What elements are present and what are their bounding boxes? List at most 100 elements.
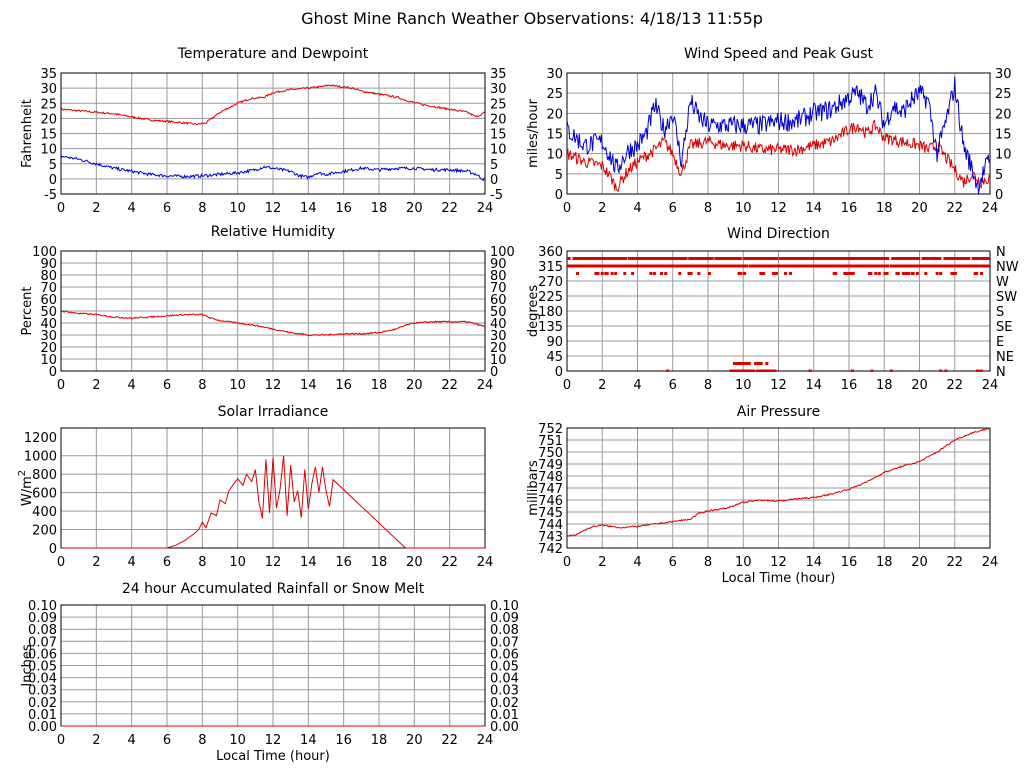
wind-direction-point: [915, 272, 919, 275]
x-tick-label: 22: [946, 378, 963, 393]
wind-direction-point: [910, 257, 914, 260]
compass-label: E: [996, 335, 1004, 350]
wind-direction-point: [600, 257, 604, 260]
x-tick-label: 2: [92, 201, 100, 216]
x-tick-label: 10: [735, 378, 752, 393]
y-tick-label-right: 0: [490, 173, 498, 188]
y-tick-label-right: 40: [490, 317, 507, 332]
x-tick-label: 4: [633, 378, 641, 393]
y-tick-label-right: 0.04: [490, 672, 519, 687]
y-tick-label-right: 0.08: [490, 623, 519, 638]
wind-direction-point: [911, 264, 915, 268]
y-tick-label: 1200: [24, 431, 57, 446]
y-tick-label: 30: [40, 82, 57, 97]
y-tick-label-right: 60: [490, 293, 507, 308]
wind-direction-point: [965, 264, 969, 268]
wind-direction-point: [907, 272, 911, 275]
y-tick-label: 750: [538, 446, 563, 461]
y-tick-label: 25: [40, 97, 57, 112]
y-axis-label: degrees: [526, 285, 541, 338]
plot-frame: [60, 427, 486, 549]
wind-direction-point: [596, 272, 600, 275]
wind-direction-point: [765, 257, 769, 260]
wind-direction-point: [939, 272, 943, 275]
wind-direction-point: [585, 264, 589, 268]
y-tick-label: 0: [555, 365, 563, 380]
wind-direction-point: [987, 257, 990, 260]
x-tick-label: 18: [371, 378, 388, 393]
wind-direction-point: [984, 264, 988, 268]
wind-direction-point: [760, 264, 764, 268]
x-tick-label: 10: [229, 733, 246, 748]
wind-direction-point: [762, 272, 766, 275]
x-tick-label: 24: [477, 555, 494, 570]
x-tick-label: 10: [229, 201, 246, 216]
x-tick-label: 20: [406, 201, 423, 216]
wind-direction-point: [751, 369, 755, 372]
x-tick-label: 2: [92, 733, 100, 748]
y-tick-label-right: 30: [490, 329, 507, 344]
y-axis-label: millibars: [526, 460, 541, 516]
wind-direction-point: [648, 257, 652, 260]
wind-direction-point: [911, 272, 915, 275]
x-tick-label: 2: [598, 201, 606, 216]
wind-direction-point: [975, 272, 979, 275]
wind-direction-point: [874, 257, 878, 260]
y-tick-label: 60: [40, 293, 57, 308]
x-tick-label: 8: [198, 201, 206, 216]
wind-direction-point: [793, 257, 797, 260]
y-tick-label-right: 0.00: [490, 720, 519, 735]
x-tick-label: 14: [805, 378, 822, 393]
wind-direction-point: [759, 362, 763, 365]
wind-direction-point: [736, 257, 740, 260]
y-tick-label: 0: [49, 365, 57, 380]
wind-direction-point: [765, 362, 769, 365]
wind-direction-point: [707, 272, 711, 275]
x-tick-label: 6: [163, 733, 171, 748]
x-tick-label: 6: [163, 378, 171, 393]
wind-direction-point: [880, 257, 884, 260]
x-tick-label: 22: [946, 201, 963, 216]
y-tick-label-right: 0.03: [490, 684, 519, 699]
x-tick-label: 4: [128, 378, 136, 393]
wind-direction-point: [651, 257, 655, 260]
x-tick-label: 16: [335, 555, 352, 570]
wind-direction-point: [729, 264, 733, 268]
y-tick-label: 746: [538, 494, 563, 509]
wind-direction-point: [614, 272, 618, 275]
x-tick-label: 2: [598, 555, 606, 570]
y-tick-label: 0.01: [28, 708, 57, 723]
x-tick-label: 6: [163, 201, 171, 216]
series-line-blue: [61, 154, 485, 182]
wind-direction-point: [710, 257, 714, 260]
y-tick-label: 100: [32, 245, 57, 260]
wind-direction-point: [927, 264, 931, 268]
wind-direction-point: [585, 257, 589, 260]
x-tick-label: 14: [300, 378, 317, 393]
y-tick-label: 0.02: [28, 696, 57, 711]
x-tick-label: 12: [265, 201, 282, 216]
wind-direction-point: [741, 362, 745, 365]
wind-direction-point: [874, 272, 878, 275]
y-tick-label: 5: [555, 168, 563, 183]
plot-area: [567, 76, 990, 194]
x-tick-label: 24: [982, 201, 999, 216]
wind-direction-point: [894, 257, 898, 260]
x-tick-label: 6: [669, 378, 677, 393]
y-tick-label-right: 10: [490, 353, 507, 368]
x-tick-label: 8: [198, 378, 206, 393]
x-tick-label: 14: [300, 733, 317, 748]
y-tick-label-right: 35: [490, 67, 507, 82]
y-tick-label: 748: [538, 470, 563, 485]
y-axis-label: Inches: [20, 644, 35, 686]
x-tick-label: 18: [876, 201, 893, 216]
plot-frame: [60, 72, 486, 195]
x-tick-label: 22: [441, 733, 458, 748]
y-tick-label: 30: [40, 329, 57, 344]
x-axis-label: Local Time (hour): [216, 749, 330, 764]
x-tick-label: 8: [198, 733, 206, 748]
x-tick-label: 24: [477, 201, 494, 216]
